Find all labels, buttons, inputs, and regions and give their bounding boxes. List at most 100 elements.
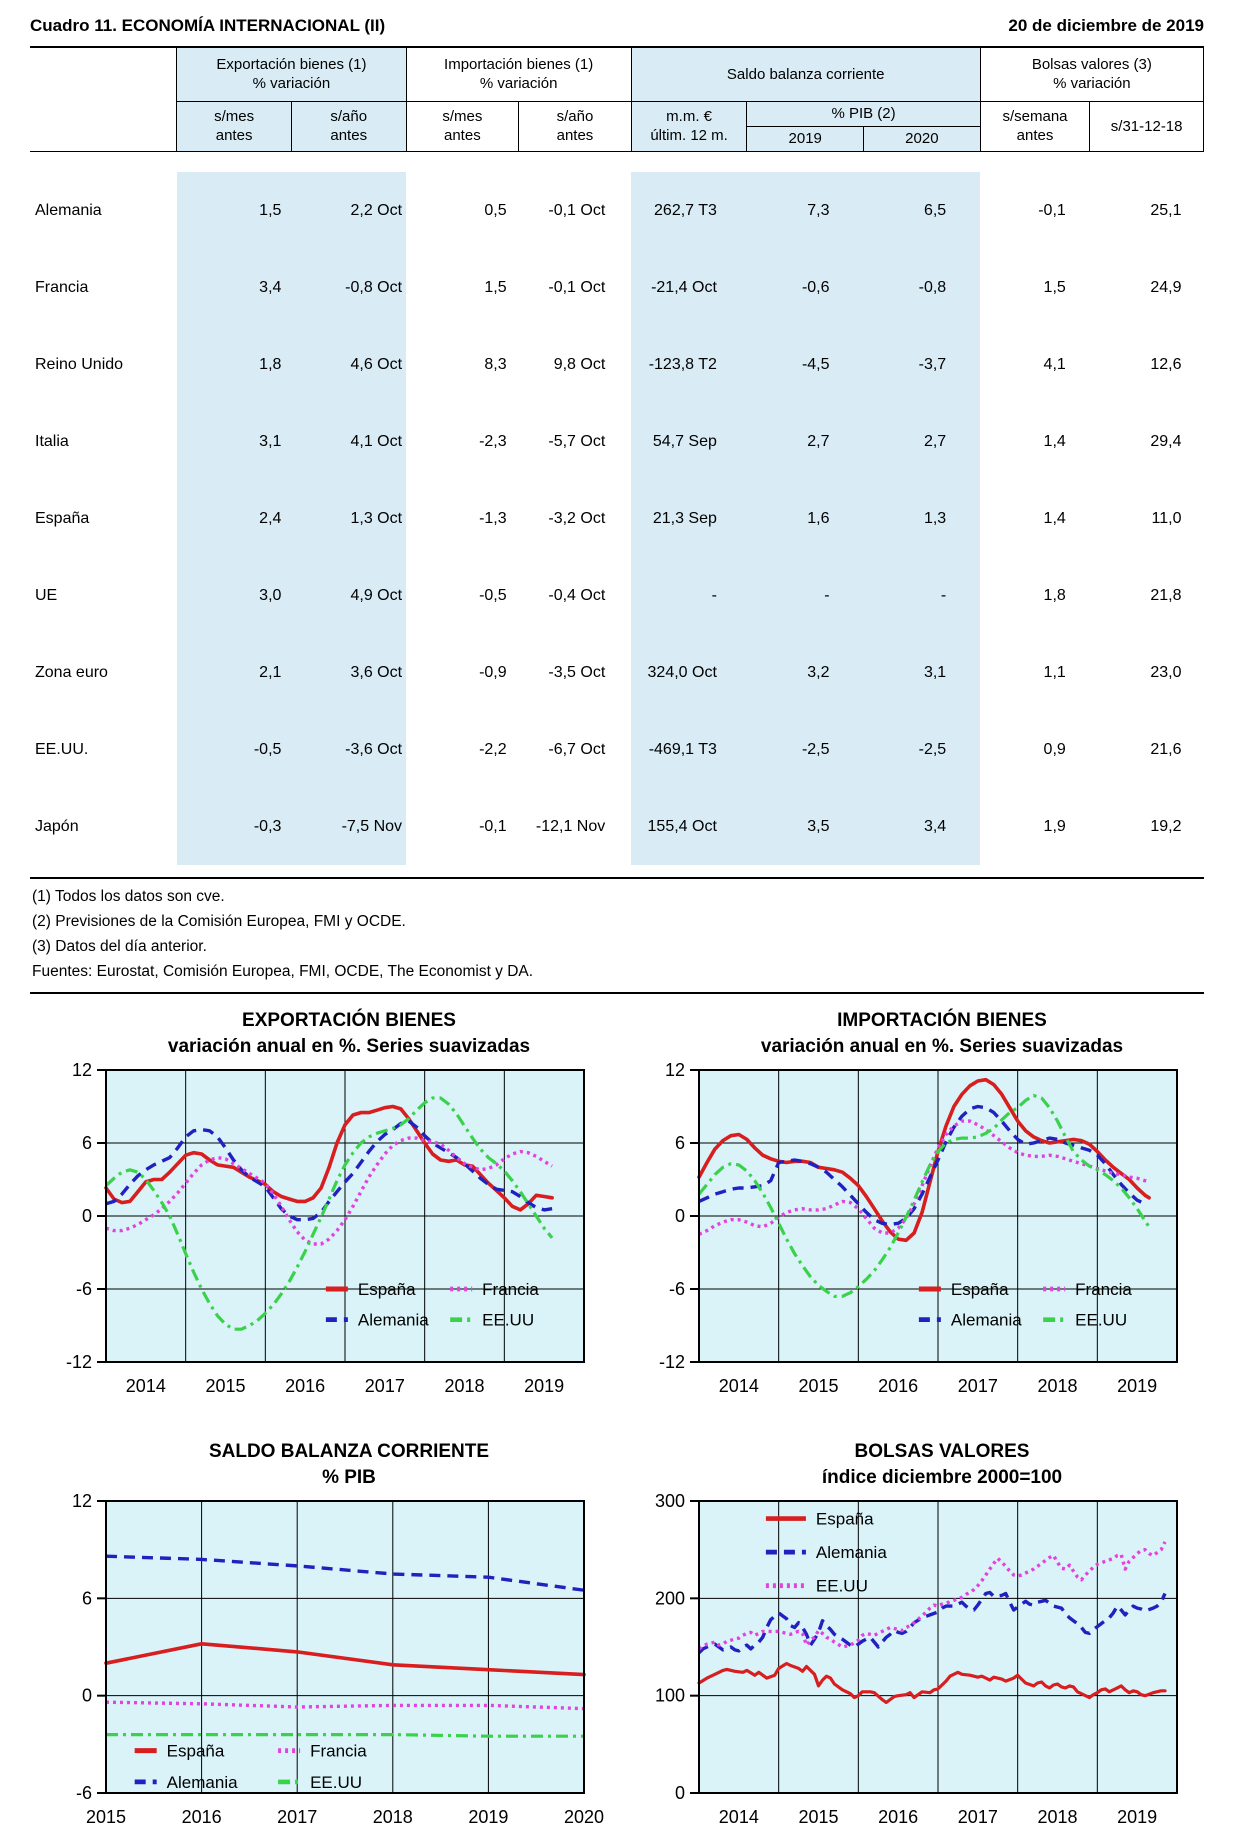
table-row: España 2,4 1,3 Oct -1,3 -3,2 Oct 21,3 Sep 1,6 1… <box>30 480 1204 557</box>
cell-pib20: 2,7 <box>863 403 981 480</box>
table-row: Reino Unido 1,8 4,6 Oct 8,3 9,8 Oct -123,8 T2… <box>30 326 1204 403</box>
footnote-sources: Fuentes: Eurostat, Comisión Europea, FMI… <box>32 963 534 980</box>
chart-title: BOLSAS VALORES <box>854 1441 1030 1462</box>
cell-pib20: 1,3 <box>863 480 981 557</box>
cell-bolsa_w: 1,4 <box>1043 509 1066 527</box>
cell-imp_m: 1,5 <box>484 278 507 296</box>
svg-text:EE.UU: EE.UU <box>482 1311 534 1330</box>
cell-imp_m: 0,5 <box>484 201 507 219</box>
col-exp-ano: s/año antes <box>290 101 407 152</box>
cell-pib19: -2,5 <box>746 711 864 788</box>
table-row: EE.UU. -0,5 -3,6 Oct -2,2 -6,7 Oct -469,1 T3-… <box>30 711 1204 788</box>
chart-importacion-bienes: IMPORTACIÓN BIENES variación anual en %.… <box>647 1008 1207 1411</box>
svg-text:2014: 2014 <box>126 1376 166 1396</box>
col-pib-2020: 2020 <box>863 126 981 152</box>
svg-text:2015: 2015 <box>205 1376 245 1396</box>
table-body: Alemania 1,5 2,2 Oct 0,5 -0,1 Oct 262,7 T3 7,3… <box>30 151 1204 865</box>
svg-text:Alemania: Alemania <box>816 1543 887 1562</box>
svg-text:2019: 2019 <box>1117 1807 1157 1827</box>
cell-imp_m: -1,3 <box>479 509 507 527</box>
svg-text:2017: 2017 <box>277 1807 317 1827</box>
cell-name: Zona euro <box>35 663 108 681</box>
cell-saldo: 324,0 Oct <box>631 634 747 711</box>
chart-subtitle: índice diciembre 2000=100 <box>821 1467 1063 1488</box>
cell-pib20: - <box>863 557 981 634</box>
footnote-2: (2) Previsiones de la Comisión Europea, … <box>32 913 406 930</box>
svg-text:6: 6 <box>82 1133 92 1153</box>
svg-text:EE.UU: EE.UU <box>816 1577 868 1596</box>
svg-text:0: 0 <box>675 1206 685 1226</box>
svg-text:2015: 2015 <box>86 1807 126 1827</box>
table-row: Zona euro 2,1 3,6 Oct -0,9 -3,5 Oct 324,0 Oct… <box>30 634 1204 711</box>
svg-text:0: 0 <box>675 1783 685 1803</box>
cell-pib19: 3,5 <box>746 788 864 865</box>
table-row: Alemania 1,5 2,2 Oct 0,5 -0,1 Oct 262,7 T3 7,3… <box>30 172 1204 249</box>
cell-pib19: 1,6 <box>746 480 864 557</box>
svg-text:2014: 2014 <box>719 1376 759 1396</box>
cell-name: Italia <box>35 432 69 450</box>
chart-title: SALDO BALANZA CORRIENTE <box>208 1441 490 1462</box>
cell-bolsa_y: 19,2 <box>1150 817 1182 835</box>
table-spacer-row <box>30 151 1204 172</box>
cell-name: España <box>35 509 90 527</box>
col-bolsas-semana: s/semana antes <box>979 101 1090 152</box>
svg-text:-12: -12 <box>66 1352 92 1372</box>
cell-saldo: -469,1 T3 <box>631 711 747 788</box>
svg-text:100: 100 <box>655 1686 685 1706</box>
table-row: Italia 3,1 4,1 Oct -2,3 -5,7 Oct 54,7 Sep 2,7 2… <box>30 403 1204 480</box>
svg-text:2019: 2019 <box>524 1376 564 1396</box>
cell-pib20: 6,5 <box>863 172 981 249</box>
svg-text:2016: 2016 <box>878 1376 918 1396</box>
cell-bolsa_w: 1,1 <box>1043 663 1066 681</box>
cell-bolsa_y: 21,6 <box>1150 740 1182 758</box>
cell-pib19: - <box>746 557 864 634</box>
svg-text:Francia: Francia <box>310 1742 367 1761</box>
cell-bolsa_w: 1,9 <box>1043 817 1066 835</box>
chart-canvas: -12 -6 0 6 12 2014 2015 2016 2017 2018 2019 España F… <box>66 1060 585 1396</box>
table-year-header-row: 2019 2020 <box>30 126 1204 152</box>
svg-text:-6: -6 <box>76 1783 92 1803</box>
cell-saldo: 155,4 Oct <box>631 788 747 865</box>
cell-name: Reino Unido <box>35 355 124 373</box>
col-bolsas-31: s/31-12-18 <box>1089 101 1204 152</box>
col-imp-mes: s/mes antes <box>405 101 519 152</box>
chart-title: IMPORTACIÓN BIENES <box>837 1010 1047 1031</box>
cell-bolsa_y: 25,1 <box>1150 201 1182 219</box>
cell-imp_m: -0,9 <box>479 663 507 681</box>
chart-canvas: 0 100 200 300 2014 2015 2016 2017 2018 2019 España… <box>655 1491 1178 1827</box>
cell-saldo: - <box>631 557 747 634</box>
chart-canvas: -12 -6 0 6 12 2014 2015 2016 2017 2018 2019 España F… <box>659 1060 1178 1396</box>
cell-pib20: -2,5 <box>863 711 981 788</box>
svg-text:6: 6 <box>82 1588 92 1608</box>
cell-imp_m: -0,1 <box>479 817 507 835</box>
cell-exp_y: -0,8 Oct <box>291 249 407 326</box>
cell-exp_m: 3,4 <box>176 249 292 326</box>
svg-text:Alemania: Alemania <box>358 1311 429 1330</box>
cell-bolsa_y: 24,9 <box>1150 278 1182 296</box>
page-title: Cuadro 11. ECONOMÍA INTERNACIONAL (II) <box>30 16 386 35</box>
svg-text:2019: 2019 <box>468 1807 508 1827</box>
cell-bolsa_w: 4,1 <box>1043 355 1066 373</box>
cell-name: Francia <box>35 278 89 296</box>
svg-text:-6: -6 <box>669 1279 685 1299</box>
cell-pib19: -4,5 <box>746 326 864 403</box>
cell-exp_y: 2,2 Oct <box>291 172 407 249</box>
svg-text:2019: 2019 <box>1117 1376 1157 1396</box>
svg-text:12: 12 <box>72 1491 92 1511</box>
cell-pib19: 2,7 <box>746 403 864 480</box>
cell-bolsa_y: 12,6 <box>1150 355 1182 373</box>
table-sub-header-row: s/mes antes s/año antes s/mes antes s/añ… <box>30 101 1204 152</box>
cell-imp_m: -0,5 <box>479 586 507 604</box>
cell-saldo: -21,4 Oct <box>631 249 747 326</box>
cell-exp_m: 1,5 <box>176 172 292 249</box>
svg-text:2015: 2015 <box>798 1376 838 1396</box>
col-group-saldo: Saldo balanza corriente <box>630 47 981 102</box>
document-date: 20 de diciembre de 2019 <box>1008 16 1204 35</box>
cell-saldo: 54,7 Sep <box>631 403 747 480</box>
svg-text:-12: -12 <box>659 1352 685 1372</box>
cell-imp_m: 8,3 <box>484 355 507 373</box>
svg-text:España: España <box>167 1742 225 1761</box>
col-saldo-mm: m.m. € últim. 12 m. <box>630 101 747 152</box>
svg-text:2020: 2020 <box>564 1807 604 1827</box>
cell-name: UE <box>35 586 58 604</box>
